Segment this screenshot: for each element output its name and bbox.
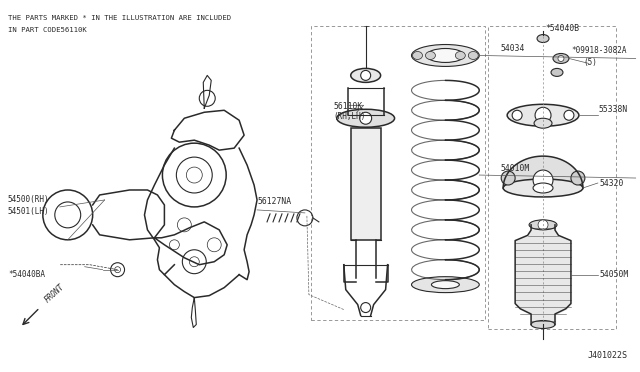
Text: IN PART CODE56110K: IN PART CODE56110K — [8, 26, 87, 33]
Bar — [488, 26, 616, 330]
Bar — [311, 26, 485, 320]
Circle shape — [558, 55, 564, 61]
Text: 56110K: 56110K — [334, 102, 363, 111]
Ellipse shape — [537, 35, 549, 42]
Text: 56127NA: 56127NA — [257, 198, 291, 206]
Circle shape — [571, 171, 585, 185]
Circle shape — [538, 220, 548, 230]
Ellipse shape — [426, 48, 464, 62]
Ellipse shape — [534, 118, 552, 128]
Text: FRONT: FRONT — [43, 282, 66, 305]
Ellipse shape — [507, 104, 579, 126]
Text: *54040B: *54040B — [545, 24, 579, 33]
Ellipse shape — [553, 54, 569, 64]
Circle shape — [360, 112, 372, 124]
Text: *09918-3082A: *09918-3082A — [571, 46, 627, 55]
Text: 55338N: 55338N — [599, 105, 628, 114]
Text: THE PARTS MARKED * IN THE ILLUSTRATION ARE INCLUDED: THE PARTS MARKED * IN THE ILLUSTRATION A… — [8, 15, 231, 20]
Text: J401022S: J401022S — [588, 352, 628, 360]
Text: (RH,LH): (RH,LH) — [334, 112, 366, 121]
Text: 54050M: 54050M — [600, 270, 629, 279]
Ellipse shape — [551, 68, 563, 76]
Ellipse shape — [413, 51, 422, 60]
Text: 54501(LH): 54501(LH) — [8, 208, 49, 217]
Ellipse shape — [503, 179, 583, 197]
Ellipse shape — [337, 109, 395, 127]
Text: 54034: 54034 — [500, 44, 525, 53]
Ellipse shape — [412, 277, 479, 293]
Circle shape — [361, 70, 371, 80]
Circle shape — [512, 110, 522, 120]
Circle shape — [501, 171, 515, 185]
Ellipse shape — [468, 51, 478, 60]
Ellipse shape — [533, 183, 553, 193]
Text: (5): (5) — [583, 58, 596, 67]
Text: 54010M: 54010M — [500, 164, 529, 173]
Text: *54040BA: *54040BA — [8, 270, 45, 279]
Circle shape — [533, 170, 553, 190]
Ellipse shape — [531, 321, 555, 328]
Ellipse shape — [412, 45, 479, 67]
Text: 54320: 54320 — [600, 179, 624, 187]
Ellipse shape — [351, 68, 381, 82]
Ellipse shape — [455, 51, 465, 60]
Text: 54500(RH): 54500(RH) — [8, 195, 49, 205]
Ellipse shape — [426, 51, 435, 60]
Circle shape — [564, 110, 574, 120]
Circle shape — [535, 107, 551, 123]
Ellipse shape — [431, 280, 460, 289]
Bar — [351, 128, 381, 240]
Ellipse shape — [529, 220, 557, 230]
